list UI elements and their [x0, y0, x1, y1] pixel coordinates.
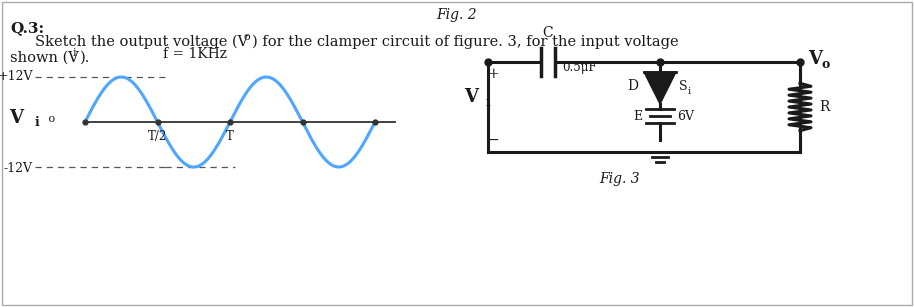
Text: 0.5μF: 0.5μF	[562, 60, 597, 73]
Text: i: i	[35, 116, 39, 130]
Text: Fig. 2: Fig. 2	[437, 8, 477, 22]
Text: T: T	[226, 130, 234, 143]
Text: +12V: +12V	[0, 69, 33, 83]
Text: Fig. 3: Fig. 3	[600, 172, 641, 186]
Text: Sketch the output voltage (V: Sketch the output voltage (V	[35, 35, 249, 49]
Text: Q.3:: Q.3:	[10, 21, 44, 35]
Text: T/2: T/2	[148, 130, 167, 143]
Text: o: o	[822, 57, 830, 71]
Text: C: C	[543, 26, 553, 40]
Text: i: i	[486, 96, 491, 110]
Text: i: i	[688, 87, 691, 95]
Text: -12V: -12V	[4, 161, 33, 174]
Text: V: V	[464, 88, 478, 106]
Text: i: i	[73, 48, 77, 58]
Text: +: +	[487, 67, 499, 81]
Polygon shape	[644, 72, 676, 104]
Text: V: V	[9, 109, 23, 127]
Text: o: o	[45, 114, 55, 124]
Text: ).: ).	[80, 51, 90, 65]
Text: f = 1KHz: f = 1KHz	[164, 47, 228, 61]
Text: S: S	[679, 80, 687, 92]
Text: ) for the clamper circuit of figure. 3, for the input voltage: ) for the clamper circuit of figure. 3, …	[252, 35, 678, 49]
Text: shown (V: shown (V	[10, 51, 79, 65]
Text: 6V: 6V	[677, 110, 694, 122]
Text: E: E	[632, 110, 642, 122]
Text: −: −	[487, 133, 499, 147]
Text: R: R	[819, 100, 829, 114]
Text: o: o	[244, 32, 250, 42]
Text: D: D	[627, 79, 638, 93]
Text: V: V	[808, 50, 822, 68]
